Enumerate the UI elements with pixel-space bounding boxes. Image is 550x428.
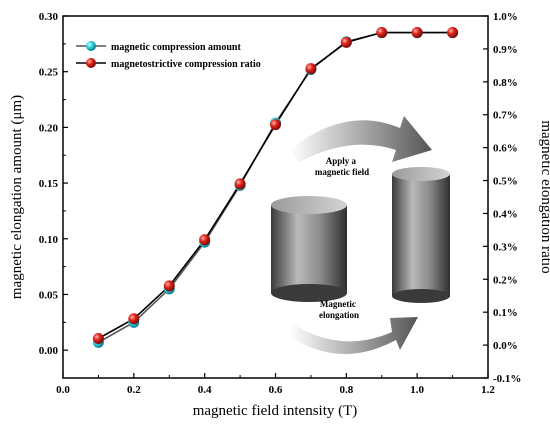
series-1-point xyxy=(376,26,388,38)
cylinder-short-icon xyxy=(271,196,347,302)
arrow-bottom-label: Magnetic elongation xyxy=(319,299,359,320)
series-1-point xyxy=(270,119,281,131)
arrow-bottom-icon xyxy=(290,317,418,355)
arrow-top-label: Apply a magnetic field xyxy=(315,156,369,177)
y-axis-left-title: magnetic elongation amount (μm) xyxy=(9,95,25,299)
y-right-tick-label: 0.1% xyxy=(493,307,518,319)
series-1-point xyxy=(411,26,423,38)
y-right-tick-label: 0.6% xyxy=(493,143,518,155)
legend-label-series-0: magnetic compression amount xyxy=(111,42,241,53)
legend-label-series-1: magnetostrictive compression ratio xyxy=(111,59,261,70)
y-left-tick-label: 0.20 xyxy=(39,122,59,134)
legend-marker-series-1 xyxy=(86,58,96,68)
series-1-point xyxy=(128,313,140,325)
series-1-point xyxy=(305,63,317,75)
y-right-tick-label: 0.0% xyxy=(493,340,518,352)
x-tick-label: 0.4 xyxy=(198,384,212,396)
series-1-point xyxy=(340,36,352,48)
series-1-point xyxy=(92,333,104,345)
arrow-top-icon xyxy=(290,116,432,162)
x-tick-label: 0.2 xyxy=(127,384,141,396)
y-right-tick-label: 0.7% xyxy=(493,110,518,122)
series-1-point xyxy=(234,178,246,190)
cylinder-tall-icon xyxy=(392,167,450,303)
legend-marker-series-0 xyxy=(86,41,96,51)
x-axis-title: magnetic field intensity (T) xyxy=(193,403,358,419)
y-left-tick-label: 0.25 xyxy=(39,67,59,79)
x-tick-label: 1.0 xyxy=(410,384,424,396)
x-tick-label: 1.2 xyxy=(481,384,495,396)
y-right-tick-label: 1.0% xyxy=(493,11,518,23)
y-left-tick-label: 0.30 xyxy=(39,11,59,23)
y-right-tick-label: 0.5% xyxy=(493,176,518,188)
x-tick-label: 0.6 xyxy=(269,384,283,396)
y-left-tick-label: 0.00 xyxy=(39,345,59,357)
y-left-tick-label: 0.15 xyxy=(39,178,59,190)
y-left-tick-label: 0.10 xyxy=(39,234,59,246)
y-axis-right: -0.1% 0.0% 0.1% 0.2% 0.3% 0.4% 0.5% 0.6% 0.7% 0.8… xyxy=(483,11,521,385)
legend: magnetic compression amount magnetostric… xyxy=(76,41,261,70)
inset-illustration: Apply a magnetic field Magnetic elongati… xyxy=(271,116,450,355)
y-axis-left: 0.00 0.05 0.10 0.15 0.20 0.25 0.30 xyxy=(39,11,68,357)
y-right-tick-label: 0.4% xyxy=(493,208,518,220)
series-layer xyxy=(92,26,459,348)
y-right-tick-label: 0.9% xyxy=(493,44,518,56)
y-left-tick-label: 0.05 xyxy=(39,289,59,301)
y-right-tick-label: 0.2% xyxy=(493,274,518,286)
x-tick-label: 0.0 xyxy=(56,384,70,396)
y-right-tick-label: 0.3% xyxy=(493,241,518,253)
y-axis-right-title: magnetic elongation ratio xyxy=(538,120,550,273)
series-1-point xyxy=(199,234,211,246)
y-right-tick-label: -0.1% xyxy=(493,373,521,385)
y-right-tick-label: 0.8% xyxy=(493,77,518,89)
x-axis: 0.0 0.2 0.4 0.6 0.8 1.0 1.2 xyxy=(56,373,495,396)
series-1-point xyxy=(163,280,175,292)
x-tick-label: 0.8 xyxy=(339,384,353,396)
series-1-point xyxy=(447,26,459,38)
